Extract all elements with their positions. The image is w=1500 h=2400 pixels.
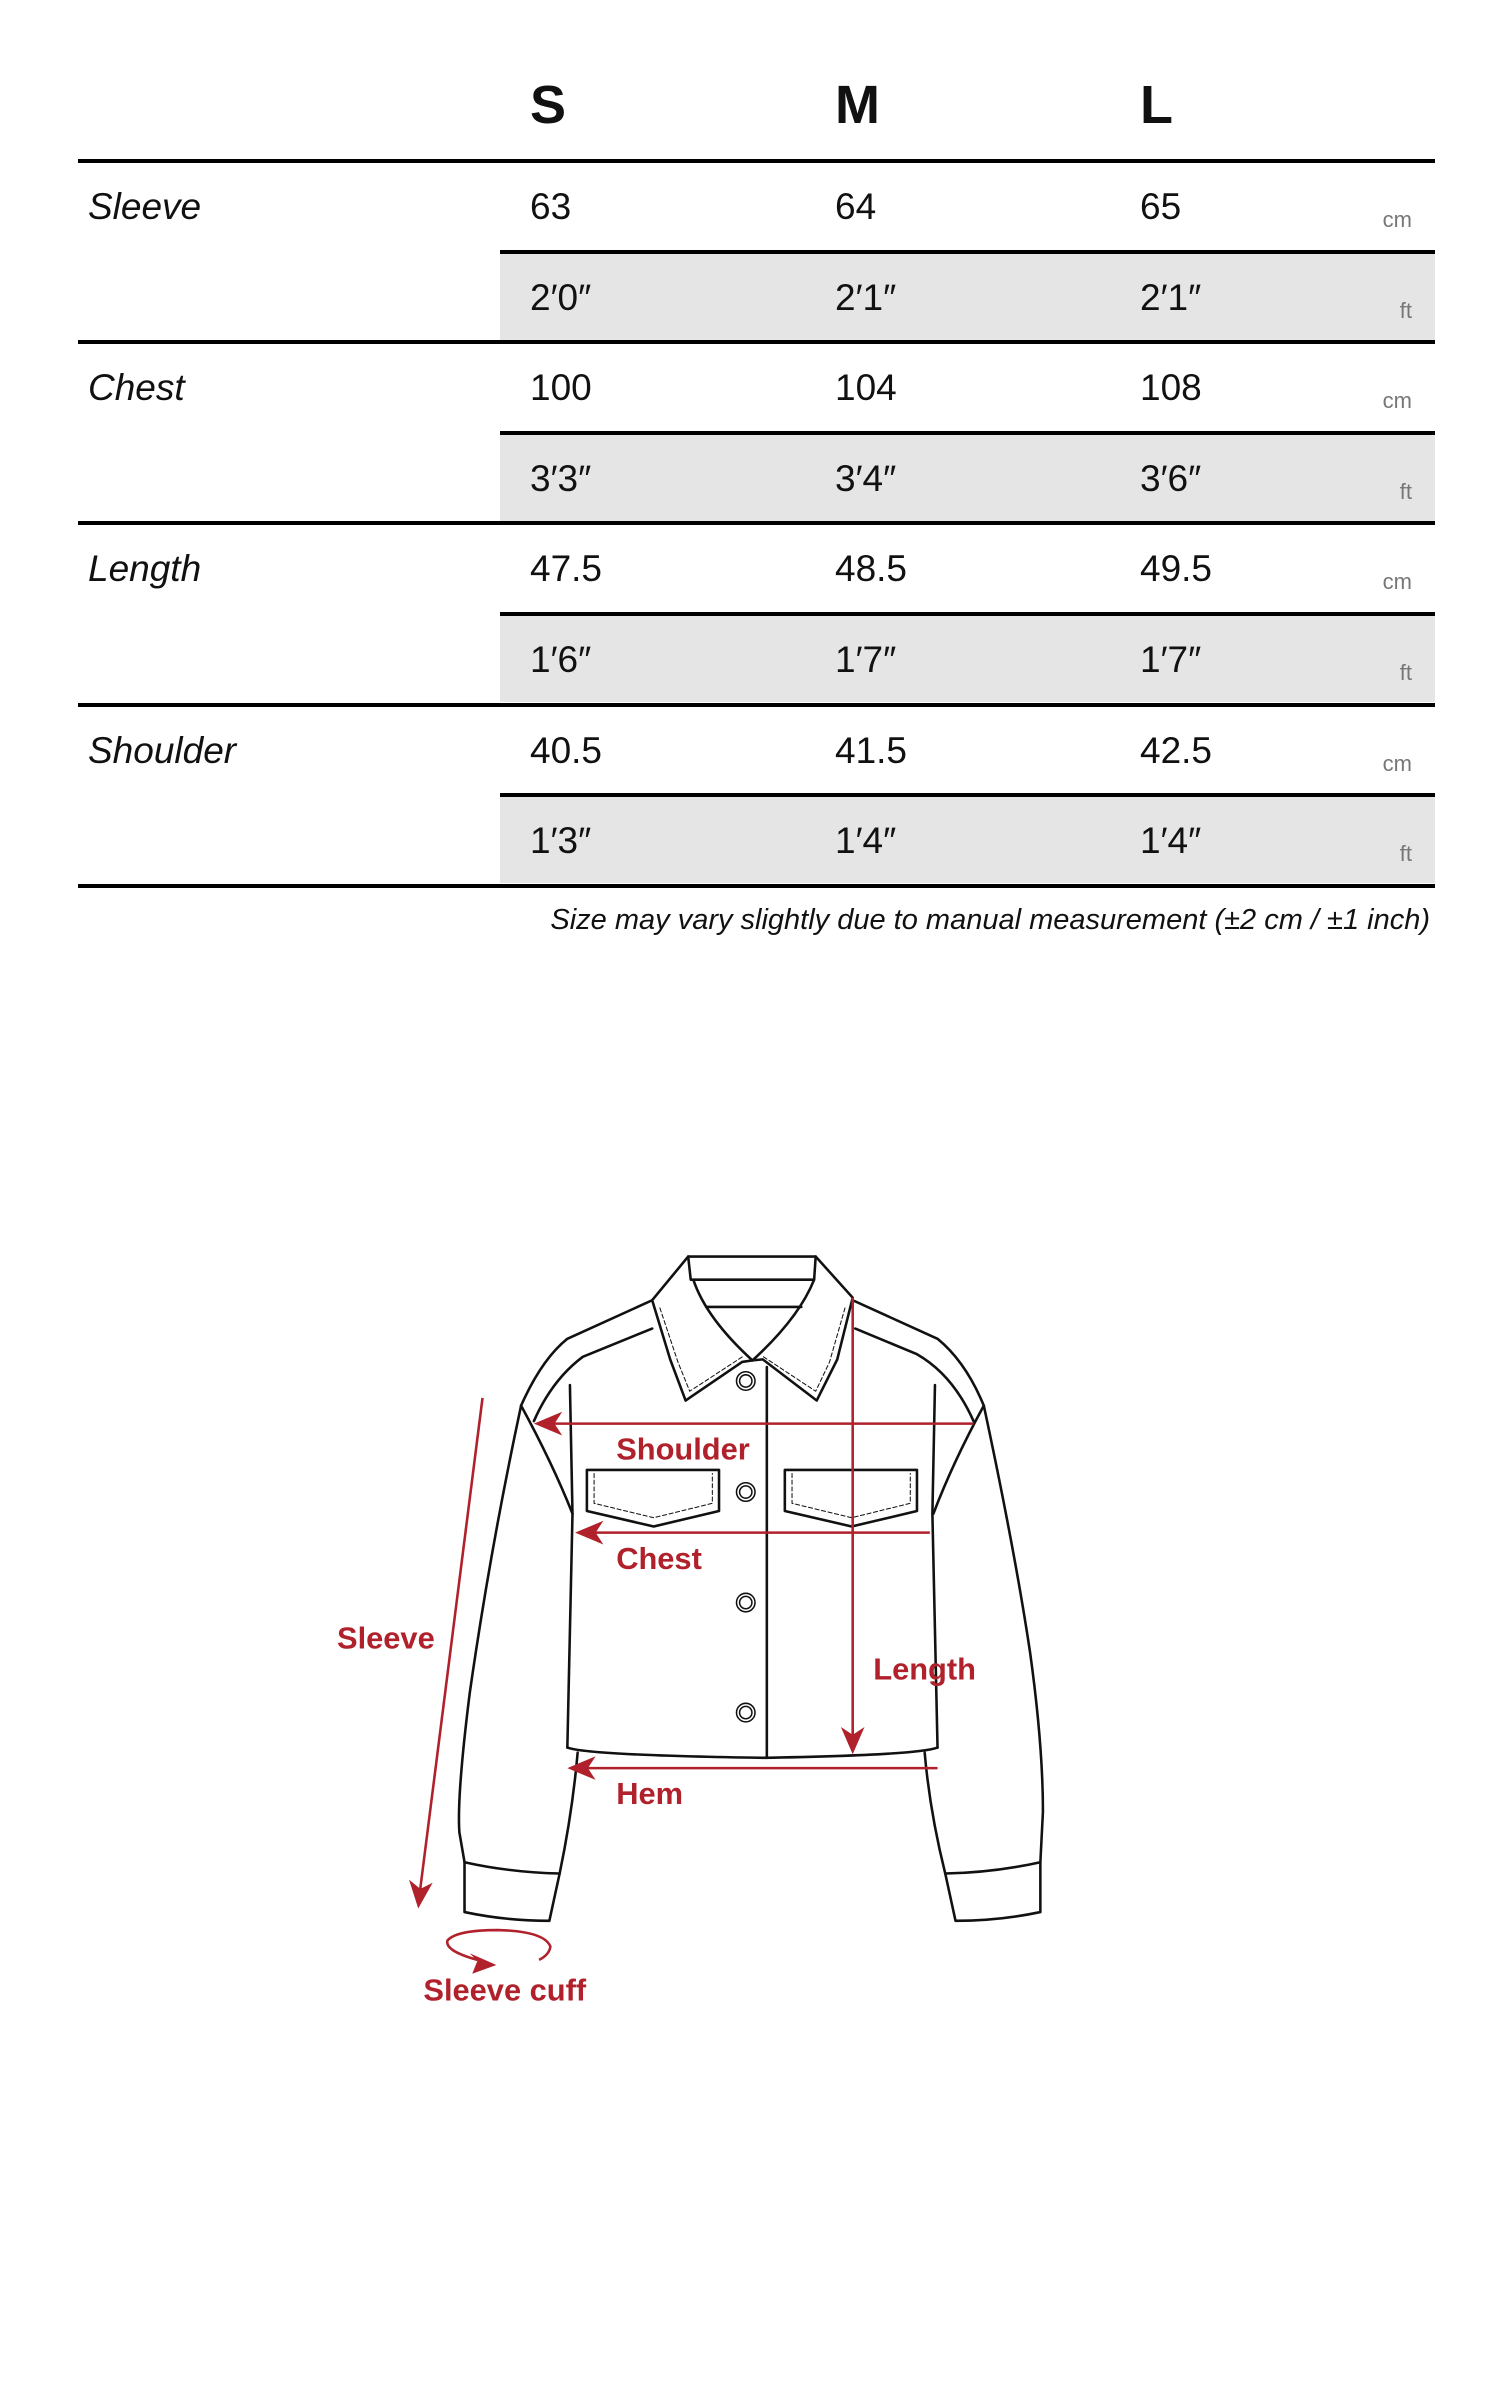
row-divider bbox=[500, 249, 1435, 254]
row-label-length: Length bbox=[88, 548, 202, 590]
sleeve-label: Sleeve bbox=[337, 1620, 435, 1655]
row-divider bbox=[500, 612, 1435, 616]
unit-ft: ft bbox=[1399, 297, 1412, 323]
group-divider bbox=[78, 702, 1435, 707]
jacket-diagram: Shoulder Chest Sleeve Length Hem Sleeve … bbox=[337, 1255, 1045, 2008]
table-top-rule bbox=[78, 159, 1435, 163]
cm-value: 65 bbox=[1140, 186, 1182, 227]
cm-value: 64 bbox=[835, 186, 877, 227]
row-label-chest: Chest bbox=[88, 367, 185, 409]
group-divider bbox=[78, 340, 1435, 345]
sleeve-cuff-label: Sleeve cuff bbox=[423, 1973, 587, 2008]
row-label-sleeve: Sleeve bbox=[88, 186, 202, 227]
ft-value: 2′1″ bbox=[1140, 276, 1202, 318]
size-header-l: L bbox=[1140, 75, 1173, 135]
length-label: Length bbox=[873, 1652, 976, 1687]
ft-value: 1′3″ bbox=[530, 820, 592, 862]
cm-value: 40.5 bbox=[530, 729, 603, 771]
sleeve-arrow bbox=[418, 1397, 484, 1897]
ft-value: 1′4″ bbox=[1140, 820, 1202, 862]
cm-value: 41.5 bbox=[835, 729, 908, 771]
imperial-row-background bbox=[500, 434, 1435, 521]
unit-cm: cm bbox=[1382, 750, 1412, 776]
ft-value: 3′4″ bbox=[835, 457, 897, 499]
cm-value: 48.5 bbox=[835, 548, 908, 590]
measurement-arrows bbox=[408, 1297, 974, 1974]
shoulder-label: Shoulder bbox=[616, 1432, 750, 1467]
cm-value: 108 bbox=[1140, 367, 1202, 409]
unit-cm: cm bbox=[1382, 388, 1412, 414]
jacket-outline bbox=[457, 1255, 1045, 1923]
ft-value: 1′7″ bbox=[1140, 639, 1202, 680]
imperial-row-background bbox=[500, 616, 1435, 702]
ft-value: 2′1″ bbox=[835, 276, 897, 318]
ft-value: 2′0″ bbox=[530, 276, 592, 318]
buttons bbox=[735, 1370, 756, 1723]
ft-value: 1′4″ bbox=[835, 820, 897, 862]
unit-ft: ft bbox=[1399, 660, 1412, 685]
unit-cm: cm bbox=[1382, 207, 1412, 232]
ft-value: 3′6″ bbox=[1140, 457, 1202, 499]
group-divider bbox=[78, 521, 1435, 526]
cm-value: 47.5 bbox=[530, 548, 603, 590]
measurement-note: Size may vary slightly due to manual mea… bbox=[550, 904, 1430, 936]
cm-value: 63 bbox=[530, 186, 572, 227]
row-divider bbox=[500, 793, 1435, 798]
imperial-row-background bbox=[500, 797, 1435, 884]
row-divider bbox=[500, 430, 1435, 435]
cm-value: 100 bbox=[530, 367, 592, 409]
size-header-m: M bbox=[835, 75, 880, 135]
cm-value: 42.5 bbox=[1140, 729, 1213, 771]
unit-ft: ft bbox=[1399, 841, 1412, 867]
right-pocket bbox=[783, 1468, 919, 1528]
hem-label: Hem bbox=[616, 1776, 683, 1811]
imperial-row-background bbox=[500, 253, 1435, 340]
ft-value: 1′6″ bbox=[530, 639, 592, 680]
chest-label: Chest bbox=[616, 1541, 702, 1576]
group-divider bbox=[78, 883, 1435, 888]
cuff-arrow bbox=[445, 1928, 552, 1962]
unit-cm: cm bbox=[1382, 569, 1412, 595]
ft-value: 3′3″ bbox=[530, 457, 592, 499]
unit-ft: ft bbox=[1399, 478, 1412, 504]
cm-value: 104 bbox=[835, 367, 897, 409]
cm-value: 49.5 bbox=[1140, 548, 1213, 590]
left-pocket bbox=[585, 1468, 721, 1528]
size-header-s: S bbox=[530, 75, 567, 135]
row-label-shoulder: Shoulder bbox=[88, 729, 237, 771]
ft-value: 1′7″ bbox=[835, 639, 897, 680]
